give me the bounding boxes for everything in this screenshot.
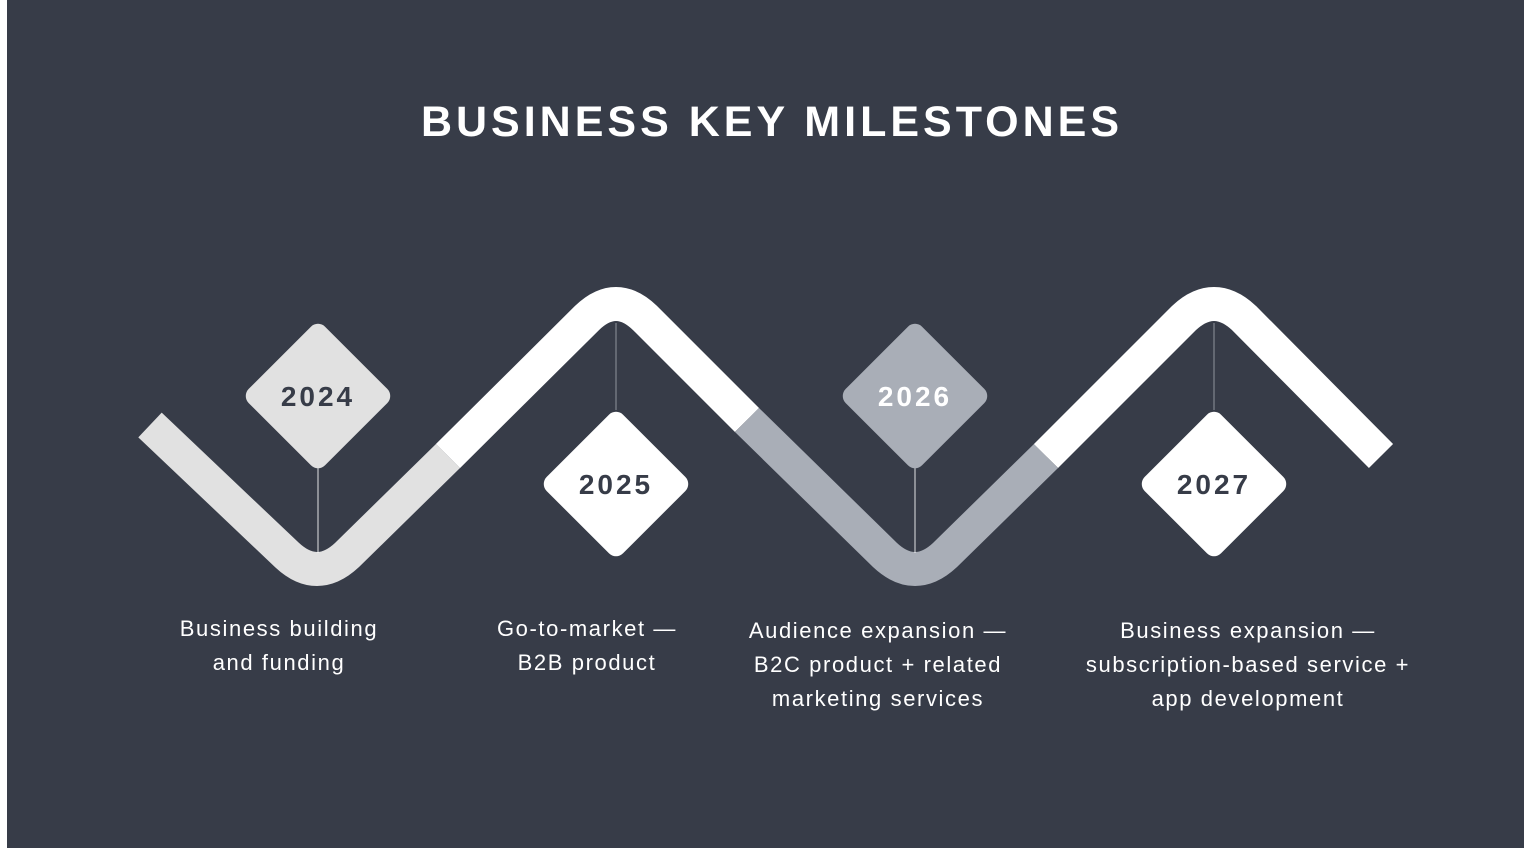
milestone-diagram: 2024 2025 2026 2027 [138,287,1394,586]
slide-title: BUSINESS KEY MILESTONES [420,98,1124,146]
year-label-2026: 2026 [878,381,952,412]
description-line: Go-to-market — [496,616,678,641]
milestone-description-2027: Business expansion — subscription-based … [1058,614,1438,716]
description-line: Business building [179,616,379,641]
description-line: B2C product + related [753,652,1003,677]
year-diamond-2027 [1141,411,1287,557]
description-line: app development [1151,686,1345,711]
year-diamond-2026 [842,323,988,469]
path-segment-2024 [138,412,460,586]
year-label-2027: 2027 [1177,469,1251,500]
year-diamond-2025 [543,411,689,557]
description-line: B2B product [517,650,657,675]
description-line: Business expansion — [1120,618,1376,643]
path-segment-2025 [436,287,760,469]
path-segment-2026 [735,407,1058,586]
description-line: and funding [212,650,346,675]
milestone-description-2024: Business building and funding [158,612,400,680]
description-line: Audience expansion — [748,618,1008,643]
year-label-2024: 2024 [281,381,355,412]
year-diamond-2024 [245,323,391,469]
path-segment-2027 [1033,287,1394,469]
milestone-description-2025: Go-to-market — B2B product [467,612,707,680]
description-line: marketing services [771,686,985,711]
description-line: subscription-based service + [1085,652,1411,677]
slide: BUSINESS KEY MILESTONES 2024 2025 2026 2… [7,0,1524,848]
year-label-2025: 2025 [579,469,653,500]
milestone-description-2026: Audience expansion — B2C product + relat… [727,614,1029,716]
